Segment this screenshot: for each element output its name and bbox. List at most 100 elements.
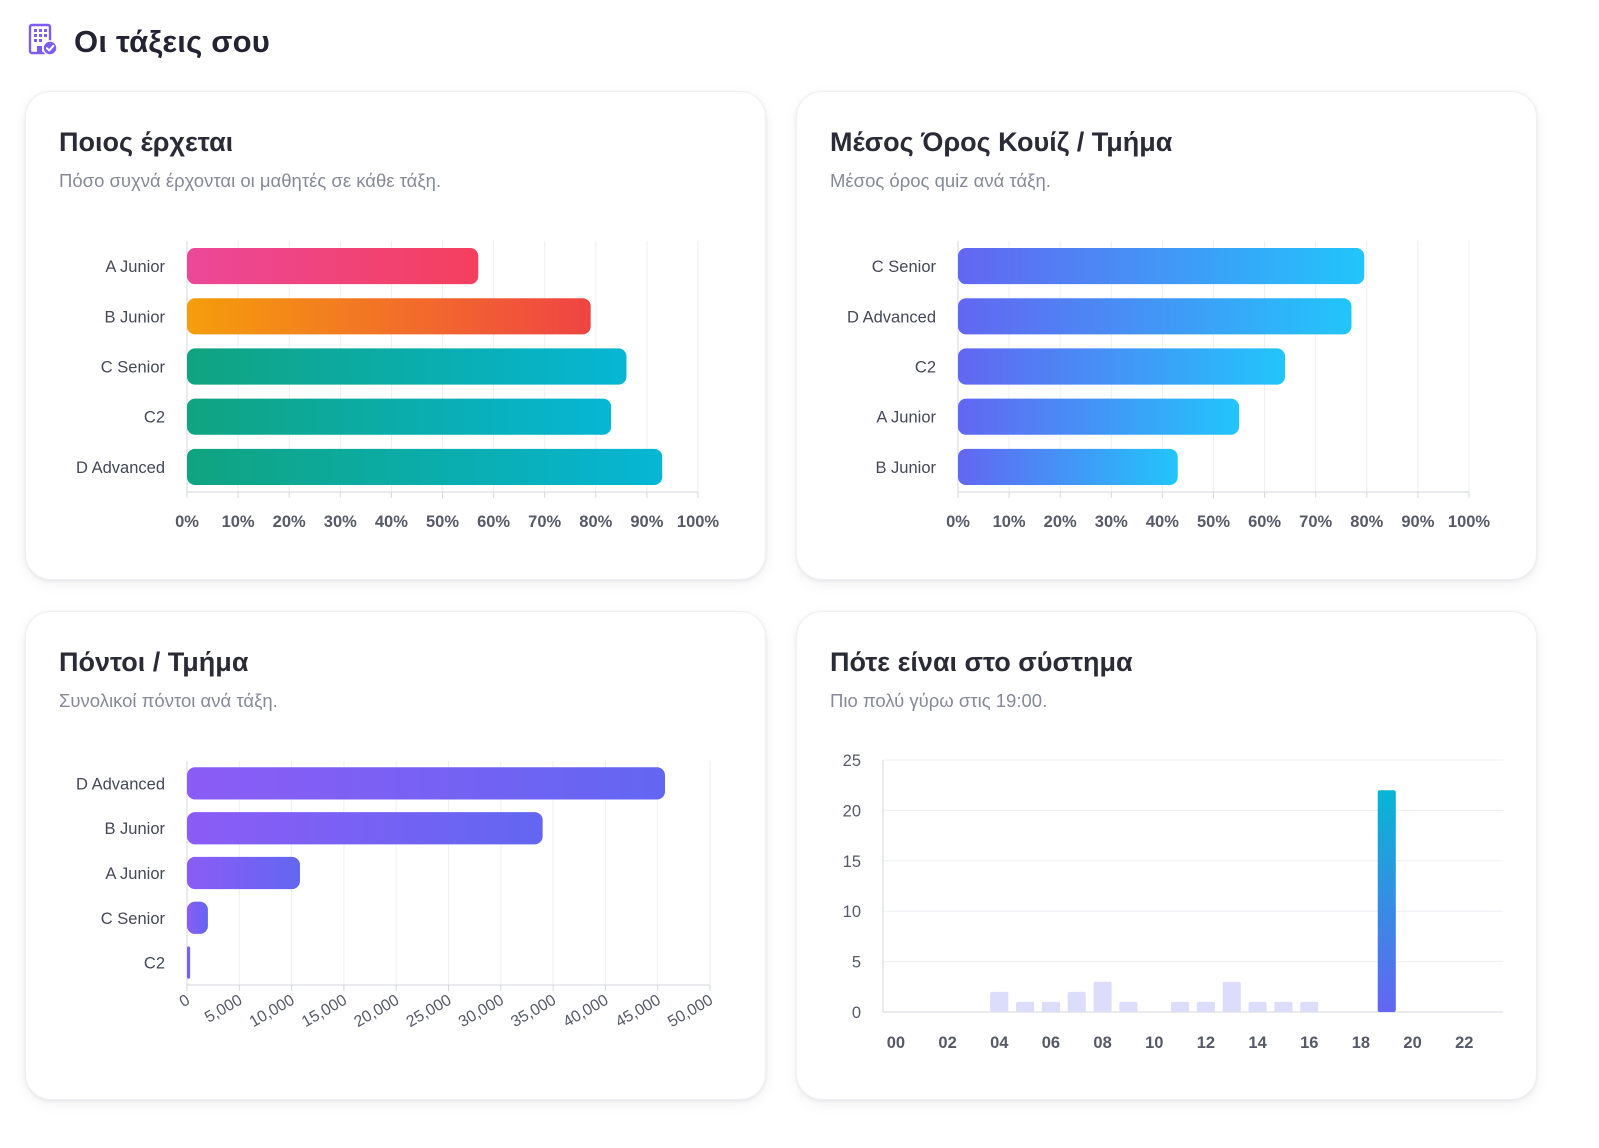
- quiz-chart: 0% 10% 20% 30% 40% 50% 60% 70% 80% 90% 100% C Senio…: [847, 241, 1491, 531]
- x-tick-label: 06: [1042, 1034, 1060, 1052]
- quiz-card: Μέσος Όρος Κουίζ / Τμήμα Μέσος όρος quiz…: [796, 91, 1537, 580]
- x-tick-label: 60%: [477, 513, 510, 531]
- x-tick-label: 14: [1248, 1034, 1267, 1052]
- activity-title: Πότε είναι στο σύστημα: [830, 647, 1133, 677]
- bar: [187, 448, 663, 485]
- x-tick-label: 100%: [677, 513, 720, 531]
- y-tick-label: 10: [843, 903, 861, 921]
- x-tick-label: 50,000: [665, 992, 716, 1031]
- x-tick-label: 10: [1145, 1034, 1163, 1052]
- x-tick-label: 90%: [630, 513, 663, 531]
- category-label: A Junior: [876, 409, 936, 427]
- bar: [1300, 1001, 1319, 1012]
- x-tick-label: 5,000: [202, 992, 245, 1027]
- x-tick-label: 30%: [324, 513, 357, 531]
- bar: [187, 298, 591, 335]
- bar: [1377, 790, 1396, 1012]
- x-tick-label: 10%: [993, 513, 1026, 531]
- category-label: C2: [915, 359, 936, 377]
- x-tick-label: 25,000: [404, 992, 455, 1031]
- x-tick-label: 30,000: [456, 992, 507, 1031]
- x-tick-label: 08: [1093, 1034, 1111, 1052]
- category-label: B Junior: [104, 820, 165, 838]
- x-tick-label: 0%: [175, 513, 199, 531]
- y-tick-label: 15: [843, 853, 861, 871]
- x-tick-label: 90%: [1401, 513, 1434, 531]
- bar: [187, 856, 300, 890]
- bar: [958, 248, 1365, 285]
- category-label: A Junior: [105, 865, 165, 883]
- x-tick-label: 15,000: [299, 992, 350, 1031]
- category-label: C Senior: [101, 910, 166, 928]
- x-tick-label: 30%: [1095, 513, 1128, 531]
- bar: [1196, 1001, 1215, 1012]
- category-label: D Advanced: [76, 775, 165, 793]
- x-tick-label: 70%: [1299, 513, 1332, 531]
- quiz-subtitle: Μέσος όρος quiz ανά τάξη.: [830, 170, 1051, 191]
- category-label: C Senior: [101, 359, 166, 377]
- x-tick-label: 10%: [222, 513, 255, 531]
- x-tick-label: 18: [1352, 1034, 1370, 1052]
- bar: [1248, 1001, 1267, 1012]
- x-tick-label: 00: [887, 1034, 905, 1052]
- activity-subtitle: Πιο πολύ γύρω στις 19:00.: [830, 690, 1048, 711]
- page-header: Οι τάξεις σου: [28, 22, 270, 62]
- category-label: C2: [144, 409, 165, 427]
- category-label: D Advanced: [847, 308, 936, 326]
- quiz-title: Μέσος Όρος Κουίζ / Τμήμα: [830, 127, 1173, 157]
- category-label: D Advanced: [76, 459, 165, 477]
- x-tick-label: 70%: [528, 513, 561, 531]
- points-subtitle: Συνολικοί πόντοι ανά τάξη.: [59, 690, 278, 711]
- x-tick-label: 12: [1197, 1034, 1215, 1052]
- category-label: B Junior: [104, 308, 165, 326]
- bar: [187, 812, 543, 845]
- category-label: B Junior: [875, 459, 936, 477]
- x-tick-label: 40%: [375, 513, 408, 531]
- category-label: C2: [144, 955, 165, 973]
- category-label: C Senior: [872, 258, 937, 276]
- points-card: Πόντοι / Τμήμα Συνολικοί πόντοι ανά τάξη…: [25, 611, 766, 1100]
- x-tick-label: 40,000: [561, 992, 612, 1031]
- building-check-icon: [28, 23, 58, 62]
- bar: [958, 448, 1178, 485]
- x-tick-label: 10,000: [247, 992, 298, 1031]
- points-title: Πόντοι / Τμήμα: [59, 647, 249, 677]
- bar: [1222, 981, 1241, 1012]
- bar: [187, 348, 627, 385]
- bar: [187, 901, 208, 934]
- bar: [1119, 1001, 1138, 1012]
- x-tick-label: 80%: [1350, 513, 1383, 531]
- x-tick-label: 100%: [1448, 513, 1491, 531]
- x-tick-label: 0%: [946, 513, 970, 531]
- y-tick-label: 5: [852, 954, 861, 972]
- attendance-chart: 0% 10% 20% 30% 40% 50% 60% 70% 80% 90% 100% A Junio…: [76, 241, 720, 531]
- bar: [1093, 981, 1112, 1012]
- x-tick-label: 04: [990, 1034, 1009, 1052]
- bar: [958, 348, 1286, 385]
- bar: [990, 991, 1009, 1012]
- bar: [187, 248, 479, 285]
- x-tick-label: 35,000: [508, 992, 559, 1031]
- bar: [187, 767, 666, 800]
- x-tick-label: 20,000: [351, 992, 402, 1031]
- bar: [1171, 1001, 1190, 1012]
- activity-card: Πότε είναι στο σύστημα Πιο πολύ γύρω στι…: [796, 611, 1537, 1100]
- bar: [1016, 1001, 1035, 1012]
- x-tick-label: 40%: [1146, 513, 1179, 531]
- x-tick-label: 22: [1455, 1034, 1473, 1052]
- attendance-subtitle: Πόσο συχνά έρχονται οι μαθητές σε κάθε τ…: [59, 170, 442, 191]
- attendance-card: Ποιος έρχεται Πόσο συχνά έρχονται οι μαθ…: [25, 91, 766, 580]
- bar: [1274, 1001, 1293, 1012]
- category-label: A Junior: [105, 258, 165, 276]
- y-tick-label: 20: [843, 802, 861, 820]
- points-chart: 0 5,000 10,000 15,000 20,000 25,000 30,000 35,0…: [76, 761, 716, 1031]
- x-tick-label: 16: [1300, 1034, 1318, 1052]
- bar: [1067, 991, 1086, 1012]
- bar: [187, 946, 191, 979]
- x-tick-label: 20%: [273, 513, 306, 531]
- bar: [958, 298, 1352, 335]
- x-tick-label: 60%: [1248, 513, 1281, 531]
- x-tick-label: 20: [1403, 1034, 1421, 1052]
- x-tick-label: 80%: [579, 513, 612, 531]
- attendance-title: Ποιος έρχεται: [59, 127, 234, 157]
